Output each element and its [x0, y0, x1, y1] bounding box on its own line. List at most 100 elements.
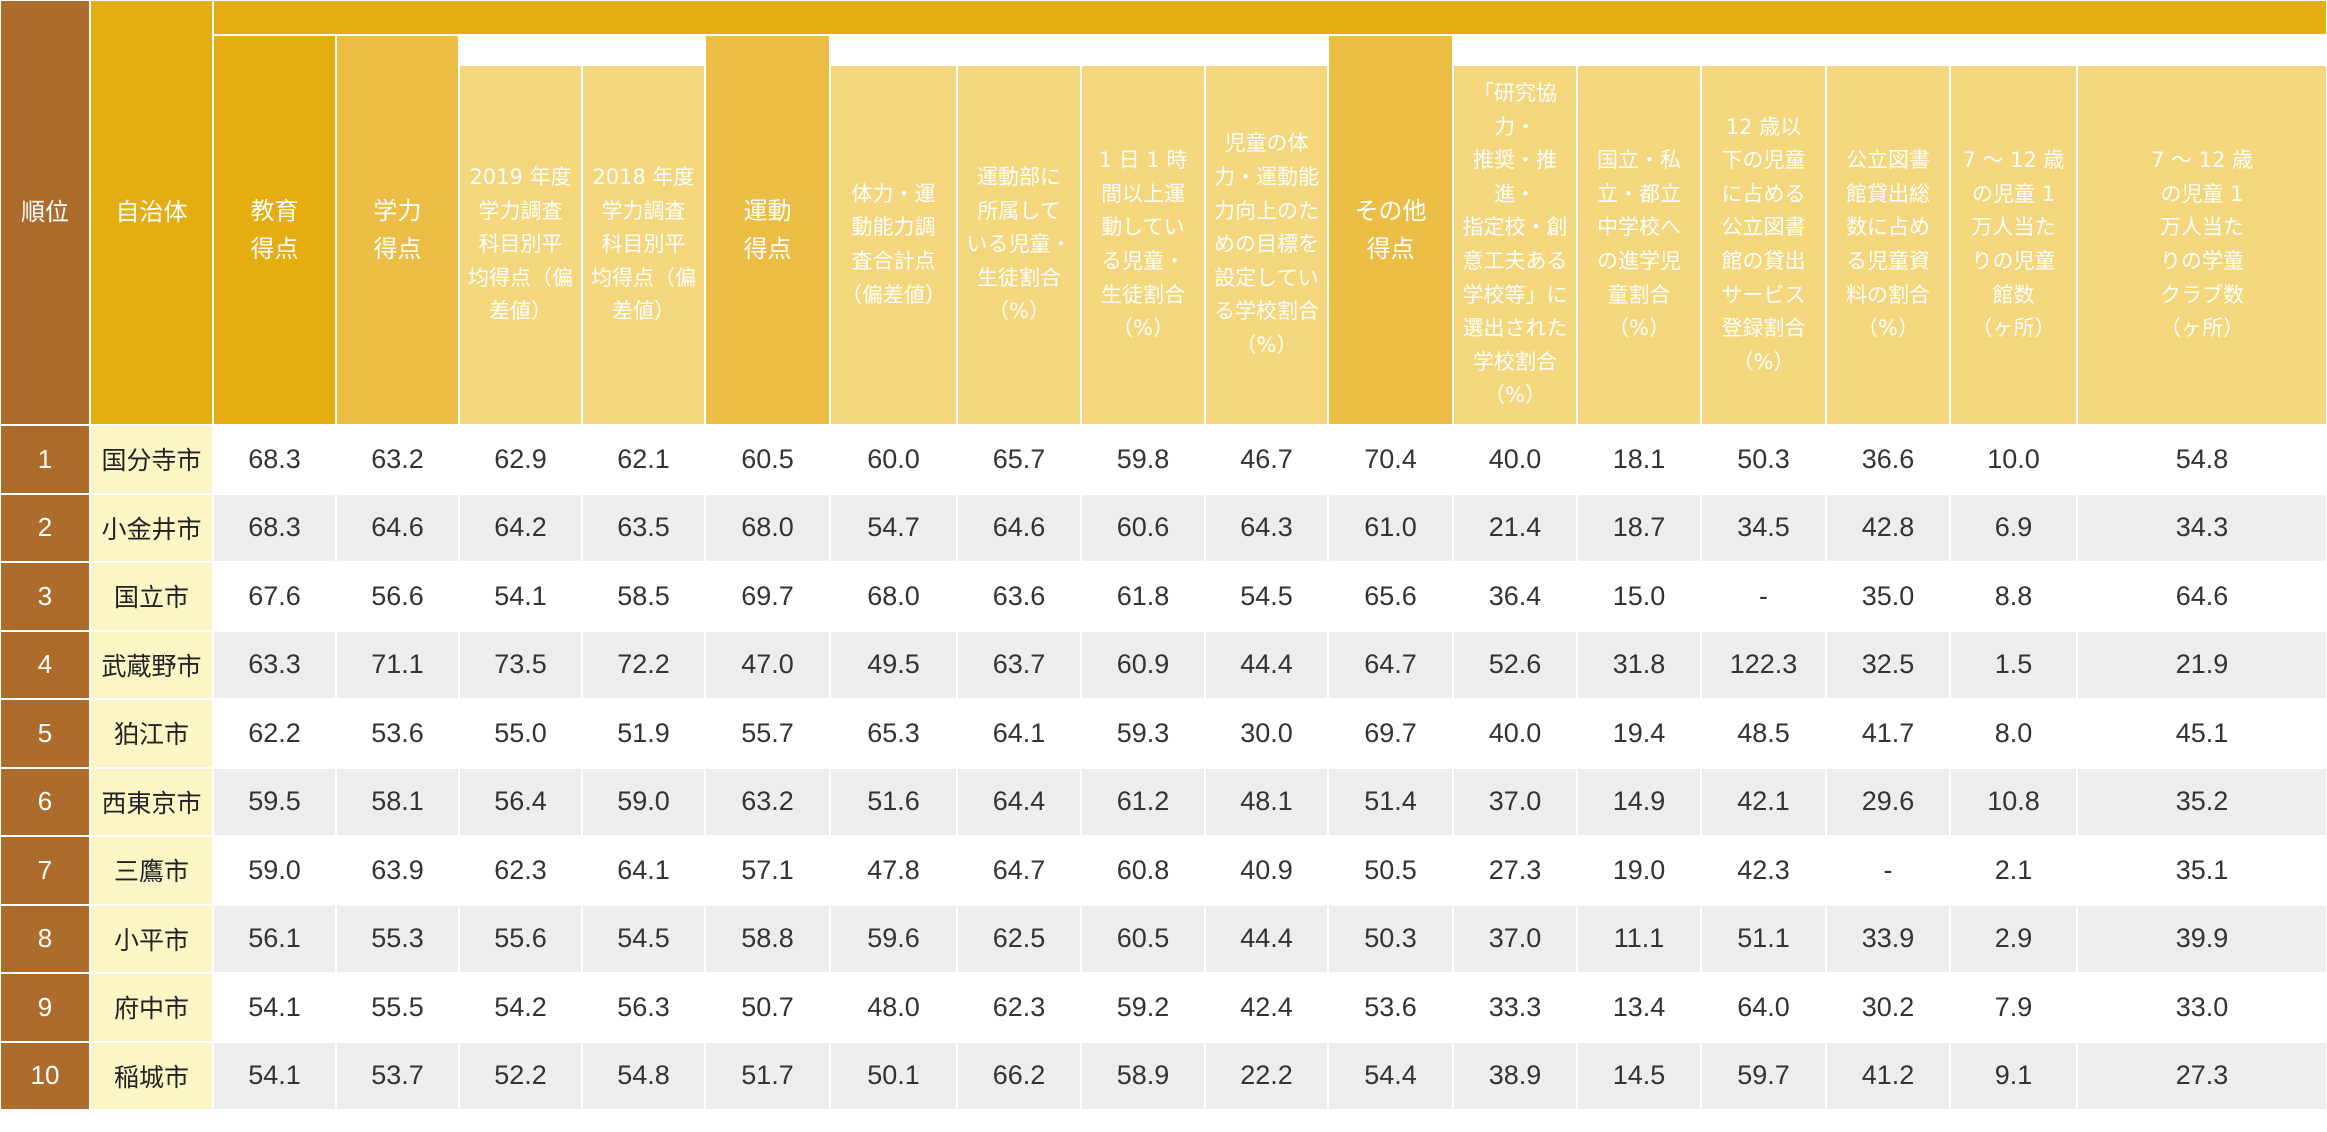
- table-cell: 30.0: [1206, 700, 1327, 767]
- table-cell: 63.5: [583, 494, 704, 561]
- table-cell: 56.1: [214, 905, 335, 972]
- table-cell: 63.9: [337, 837, 458, 904]
- table-cell: 48.1: [1206, 768, 1327, 835]
- table-cell: 69.7: [706, 563, 829, 630]
- table-cell: 33.9: [1827, 905, 1949, 972]
- table-cell: 59.7: [1702, 1042, 1825, 1109]
- table-cell: 19.4: [1578, 700, 1700, 767]
- row-city: 狛江市: [91, 700, 212, 767]
- header-col-1: 学力 得点: [337, 36, 458, 424]
- row-city: 三鷹市: [91, 837, 212, 904]
- table-cell: 54.1: [214, 974, 335, 1041]
- header-rank: 順位: [1, 1, 89, 424]
- table-cell: 68.0: [831, 563, 956, 630]
- table-cell: 60.5: [706, 426, 829, 493]
- table-cell: 53.6: [337, 700, 458, 767]
- table-cell: 35.2: [2078, 768, 2326, 835]
- table-cell: 7.9: [1951, 974, 2076, 1041]
- table-cell: 55.5: [337, 974, 458, 1041]
- header-col-4: 運動 得点: [706, 36, 829, 424]
- row-rank: 7: [1, 837, 89, 904]
- table-cell: 55.7: [706, 700, 829, 767]
- header-col-5: 体力・運 動能力調 査合計点 （偏差値）: [831, 66, 956, 424]
- table-cell: 58.1: [337, 768, 458, 835]
- table-cell: 47.0: [706, 631, 829, 698]
- header-col-9: その他 得点: [1329, 36, 1452, 424]
- table-cell: 59.5: [214, 768, 335, 835]
- table-cell: 54.8: [583, 1042, 704, 1109]
- header-col-0: 教育 得点: [214, 36, 335, 424]
- table-cell: 59.6: [831, 905, 956, 972]
- table-cell: 54.2: [460, 974, 581, 1041]
- table-cell: 37.0: [1454, 768, 1576, 835]
- header-col-14: 7 〜 12 歳 の児童 1 万人当た りの児童 館数 （ヶ所）: [1951, 66, 2076, 424]
- table-cell: 51.9: [583, 700, 704, 767]
- table-cell: 13.4: [1578, 974, 1700, 1041]
- table-cell: 64.7: [958, 837, 1080, 904]
- table-cell: 27.3: [1454, 837, 1576, 904]
- table-cell: 59.8: [1082, 426, 1204, 493]
- table-cell: 64.6: [337, 494, 458, 561]
- table-cell: 48.0: [831, 974, 956, 1041]
- table-cell: 50.1: [831, 1042, 956, 1109]
- table-cell: 36.4: [1454, 563, 1576, 630]
- table-cell: 51.7: [706, 1042, 829, 1109]
- table-cell: 44.4: [1206, 631, 1327, 698]
- table-cell: 64.1: [958, 700, 1080, 767]
- table-cell: 56.3: [583, 974, 704, 1041]
- table-cell: 11.1: [1578, 905, 1700, 972]
- table-cell: 54.4: [1329, 1042, 1452, 1109]
- header-col-8: 児童の体 力・運動能 力向上のた めの目標を 設定してい る学校割合 （%）: [1206, 66, 1327, 424]
- header-city: 自治体: [91, 1, 212, 424]
- table-cell: 60.6: [1082, 494, 1204, 561]
- table-cell: 50.3: [1702, 426, 1825, 493]
- table-cell: 54.7: [831, 494, 956, 561]
- table-cell: 61.8: [1082, 563, 1204, 630]
- table-cell: 73.5: [460, 631, 581, 698]
- table-cell: 46.7: [1206, 426, 1327, 493]
- table-cell: 62.2: [214, 700, 335, 767]
- table-cell: 42.3: [1702, 837, 1825, 904]
- row-rank: 1: [1, 426, 89, 493]
- table-cell: 122.3: [1702, 631, 1825, 698]
- table-cell: 59.2: [1082, 974, 1204, 1041]
- table-cell: 14.5: [1578, 1042, 1700, 1109]
- table-cell: 21.4: [1454, 494, 1576, 561]
- table-cell: 53.6: [1329, 974, 1452, 1041]
- table-cell: 64.2: [460, 494, 581, 561]
- table-cell: 60.0: [831, 426, 956, 493]
- table-cell: 51.6: [831, 768, 956, 835]
- table-cell: 60.8: [1082, 837, 1204, 904]
- table-cell: 65.3: [831, 700, 956, 767]
- table-cell: 72.2: [583, 631, 704, 698]
- table-cell: 58.9: [1082, 1042, 1204, 1109]
- table-cell: 40.9: [1206, 837, 1327, 904]
- table-cell: -: [1702, 563, 1825, 630]
- table-cell: 64.6: [958, 494, 1080, 561]
- table-cell: 50.5: [1329, 837, 1452, 904]
- table-cell: 64.6: [2078, 563, 2326, 630]
- table-cell: 48.5: [1702, 700, 1825, 767]
- table-cell: 41.7: [1827, 700, 1949, 767]
- table-cell: 1.5: [1951, 631, 2076, 698]
- table-cell: 14.9: [1578, 768, 1700, 835]
- table-cell: 57.1: [706, 837, 829, 904]
- row-rank: 4: [1, 631, 89, 698]
- table-cell: 33.0: [2078, 974, 2326, 1041]
- table-cell: 58.8: [706, 905, 829, 972]
- table-cell: 63.3: [214, 631, 335, 698]
- header-top-band: [214, 1, 2326, 34]
- table-cell: 71.1: [337, 631, 458, 698]
- table-cell: 55.6: [460, 905, 581, 972]
- table-cell: 10.0: [1951, 426, 2076, 493]
- table-cell: 49.5: [831, 631, 956, 698]
- table-cell: 42.8: [1827, 494, 1949, 561]
- table-cell: 40.0: [1454, 426, 1576, 493]
- table-cell: 34.3: [2078, 494, 2326, 561]
- header-col-11: 国立・私 立・都立 中学校へ の進学児 童割合 （%）: [1578, 66, 1700, 424]
- table-cell: 65.7: [958, 426, 1080, 493]
- table-cell: 18.7: [1578, 494, 1700, 561]
- table-cell: 69.7: [1329, 700, 1452, 767]
- header-col-6: 運動部に 所属して いる児童・ 生徒割合 （%）: [958, 66, 1080, 424]
